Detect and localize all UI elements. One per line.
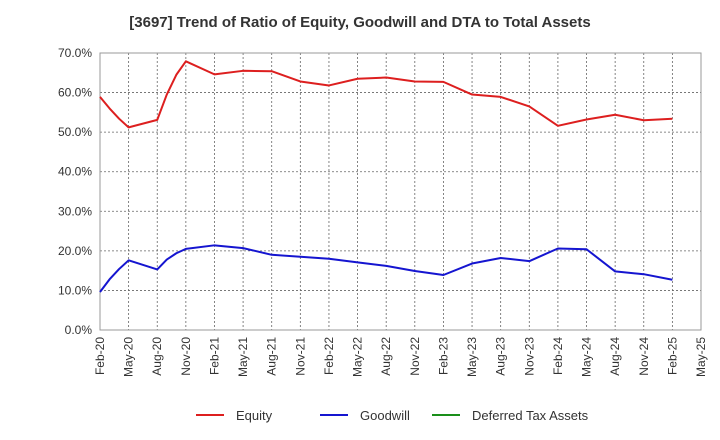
x-tick-label: May-24 (580, 337, 594, 377)
y-tick-label: 40.0% (58, 165, 92, 179)
x-tick-label: Feb-23 (436, 337, 450, 375)
x-tick-label: Nov-21 (293, 337, 307, 376)
x-tick-label: May-25 (694, 337, 708, 377)
x-tick-label: Aug-21 (265, 337, 279, 376)
legend-label-equity: Equity (236, 408, 273, 423)
x-tick-label: Aug-23 (494, 337, 508, 376)
x-tick-label: May-22 (351, 337, 365, 377)
x-tick-label: Feb-20 (93, 337, 107, 375)
y-tick-label: 50.0% (58, 125, 92, 139)
x-tick-label: Nov-23 (522, 337, 536, 376)
x-tick-label: Nov-22 (408, 337, 422, 376)
y-tick-label: 30.0% (58, 204, 92, 218)
x-tick-label: May-23 (465, 337, 479, 377)
x-tick-label: Aug-24 (608, 337, 622, 376)
legend: Equity Goodwill Deferred Tax Assets (196, 408, 589, 423)
chart-title: [3697] Trend of Ratio of Equity, Goodwil… (129, 14, 591, 31)
y-tick-label: 10.0% (58, 283, 92, 297)
x-tick-label: May-20 (122, 337, 136, 377)
series-line-equity (99, 60, 673, 129)
x-tick-label: May-21 (236, 337, 250, 377)
x-tick-label: Feb-21 (207, 337, 221, 375)
plot-area (99, 52, 702, 331)
series-layer (99, 60, 673, 293)
y-tick-label: 20.0% (58, 244, 92, 258)
x-tick-label: Nov-24 (637, 337, 651, 376)
x-tick-label: Feb-25 (665, 337, 679, 375)
x-tick-label: Feb-24 (551, 337, 565, 375)
x-tick-label: Aug-22 (379, 337, 393, 376)
legend-label-deferred-tax-assets: Deferred Tax Assets (472, 408, 589, 423)
y-tick-label: 70.0% (58, 46, 92, 60)
legend-label-goodwill: Goodwill (360, 408, 410, 423)
x-tick-label: Aug-20 (150, 337, 164, 376)
grid-layer (100, 53, 701, 330)
series-line-goodwill (99, 244, 673, 293)
y-tick-label: 60.0% (58, 86, 92, 100)
y-tick-label: 0.0% (65, 323, 93, 337)
x-tick-label: Nov-20 (179, 337, 193, 376)
x-tick-label: Feb-22 (322, 337, 336, 375)
axis-layer: 0.0% 10.0% 20.0% 30.0% 40.0% 50.0% 60.0% 70.0% F… (58, 46, 708, 377)
